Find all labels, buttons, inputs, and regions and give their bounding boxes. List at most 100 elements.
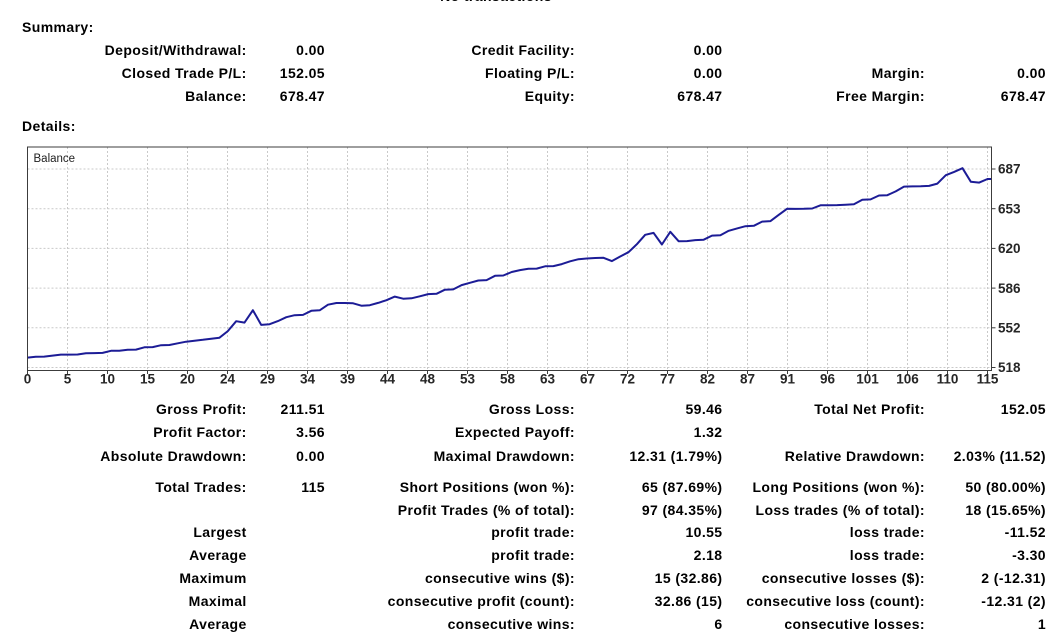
stats-value: 15 (32.86): [654, 570, 723, 586]
summary-label: Free Margin:: [836, 88, 925, 105]
x-tick-label: 96: [820, 372, 836, 387]
summary-value: 678.47: [1000, 88, 1046, 105]
stats-label: loss trade:: [849, 546, 925, 563]
stats-value: 2.18: [693, 546, 723, 563]
stats-value: 152.05: [1000, 400, 1046, 417]
x-tick-label: 77: [660, 372, 675, 387]
stats-value: 32.86 (15): [654, 593, 723, 610]
x-tick-label: 0: [24, 372, 32, 387]
x-tick-label: 101: [856, 372, 879, 387]
stats-value: 115: [301, 478, 325, 495]
summary-label: Credit Facility:: [471, 41, 575, 58]
x-tick-label: 29: [260, 372, 275, 387]
summary-label: Floating P/L:: [485, 65, 575, 82]
stats-label: loss trade:: [849, 523, 925, 540]
summary-value: 0.00: [296, 41, 325, 58]
stats-value: 3.56: [296, 424, 325, 441]
summary-value: 0.00: [693, 41, 723, 58]
x-tick-label: 34: [300, 372, 316, 387]
balance-line: [27, 167, 992, 359]
x-tick-label: 115: [977, 372, 999, 387]
x-tick-label: 63: [540, 372, 556, 387]
stats-label: Profit Factor:: [153, 424, 247, 441]
stats-value: 97 (84.35%): [641, 502, 723, 519]
y-tick-label: 653: [998, 201, 1021, 216]
stats-value: -3.30: [1012, 546, 1046, 563]
y-tick-label: 620: [998, 241, 1021, 256]
stats-label: Average: [189, 546, 247, 563]
stats-value: 12.31 (1.79%): [629, 447, 723, 464]
x-tick-label: 110: [937, 372, 959, 387]
stats-value: 6: [714, 616, 723, 633]
stats-value: 65 (87.69%): [641, 478, 723, 495]
summary-value: 0.00: [1017, 65, 1046, 82]
stats-value: -12.31 (2): [981, 593, 1046, 610]
x-tick-label: 44: [380, 372, 396, 387]
stats-label: Total Trades:: [155, 478, 247, 495]
x-tick-label: 67: [580, 372, 595, 387]
stats-label: Loss trades (% of total):: [755, 502, 925, 519]
stats-value: 59.46: [685, 400, 723, 417]
x-tick-label: 15: [140, 372, 156, 387]
stats-label: profit trade:: [491, 523, 575, 540]
stats-label: Expected Payoff:: [455, 424, 575, 441]
summary-label: Closed Trade P/L:: [121, 65, 247, 82]
stats-value: 50 (80.00%): [965, 478, 1046, 495]
x-tick-label: 24: [220, 372, 236, 387]
x-tick-label: 48: [420, 372, 436, 387]
stats-label: Total Net Profit:: [814, 400, 925, 417]
stats-value: 1: [1037, 616, 1046, 633]
stats-label: Gross Profit:: [155, 400, 247, 417]
summary-heading: Summary:: [22, 19, 94, 36]
stats-value: -11.52: [1004, 523, 1046, 540]
stats-value: 211.51: [280, 400, 325, 417]
stats-label: consecutive losses ($):: [761, 570, 925, 586]
stats-label: Short Positions (won %):: [399, 478, 575, 495]
y-tick-label: 586: [998, 281, 1021, 296]
summary-value: 678.47: [677, 88, 723, 105]
x-tick-label: 53: [460, 372, 476, 387]
y-tick-label: 687: [998, 162, 1021, 177]
stats-label: consecutive losses:: [784, 616, 925, 633]
x-tick-label: 20: [180, 372, 195, 387]
stats-label: Maximal Drawdown:: [433, 447, 575, 464]
x-tick-label: 39: [340, 372, 355, 387]
stats-label: Maximum: [179, 570, 247, 586]
x-tick-label: 5: [64, 372, 72, 387]
chart-series-title: Balance: [34, 153, 76, 165]
stats-label: Absolute Drawdown:: [100, 447, 247, 464]
stats-label: consecutive wins:: [447, 616, 575, 633]
stats-label: Largest: [193, 523, 247, 540]
stats-label: Average: [189, 616, 247, 633]
stats-value: 2 (-12.31): [981, 570, 1046, 586]
plot-border: [27, 146, 992, 371]
stats-label: consecutive loss (count):: [746, 593, 925, 610]
balance-chart-svg: 0 5 10 15 20 24 29 34 39 44 48 53 58 63 67 72 77 82 87 91 96…: [24, 146, 1021, 387]
x-tick-label: 82: [700, 372, 715, 387]
stats-label: consecutive profit (count):: [387, 593, 575, 610]
stats-value: 0.00: [296, 447, 325, 464]
summary-label: Margin:: [871, 65, 925, 82]
x-tick-label: 91: [780, 372, 796, 387]
details-heading: Details:: [22, 118, 76, 135]
stats-value: 1.32: [693, 424, 723, 441]
summary-label: Deposit/Withdrawal:: [104, 41, 247, 58]
summary-value: 678.47: [279, 88, 325, 105]
x-tick-label: 10: [100, 372, 115, 387]
y-tick-label: 552: [998, 321, 1021, 336]
stats-label: Long Positions (won %):: [752, 478, 925, 495]
stats-value: 10.55: [685, 523, 723, 540]
x-tick-label: 87: [740, 372, 755, 387]
stats-label: profit trade:: [491, 546, 575, 563]
stats-label: Relative Drawdown:: [784, 447, 925, 464]
stats-label: Gross Loss:: [488, 400, 575, 417]
stats-value: 2.03% (11.52): [953, 447, 1046, 464]
stats-label: Maximal: [188, 593, 247, 610]
x-tick-label: 72: [620, 372, 635, 387]
x-tick-label: 58: [500, 372, 516, 387]
stats-label: Profit Trades (% of total):: [397, 502, 575, 519]
stats-value: 18 (15.65%): [965, 502, 1046, 519]
y-tick-label: 518: [998, 360, 1021, 375]
x-tick-label: 106: [896, 372, 919, 387]
